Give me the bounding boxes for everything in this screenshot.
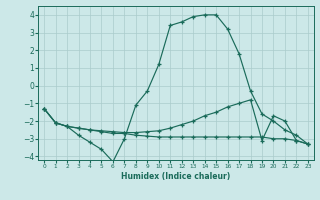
X-axis label: Humidex (Indice chaleur): Humidex (Indice chaleur) [121, 172, 231, 181]
